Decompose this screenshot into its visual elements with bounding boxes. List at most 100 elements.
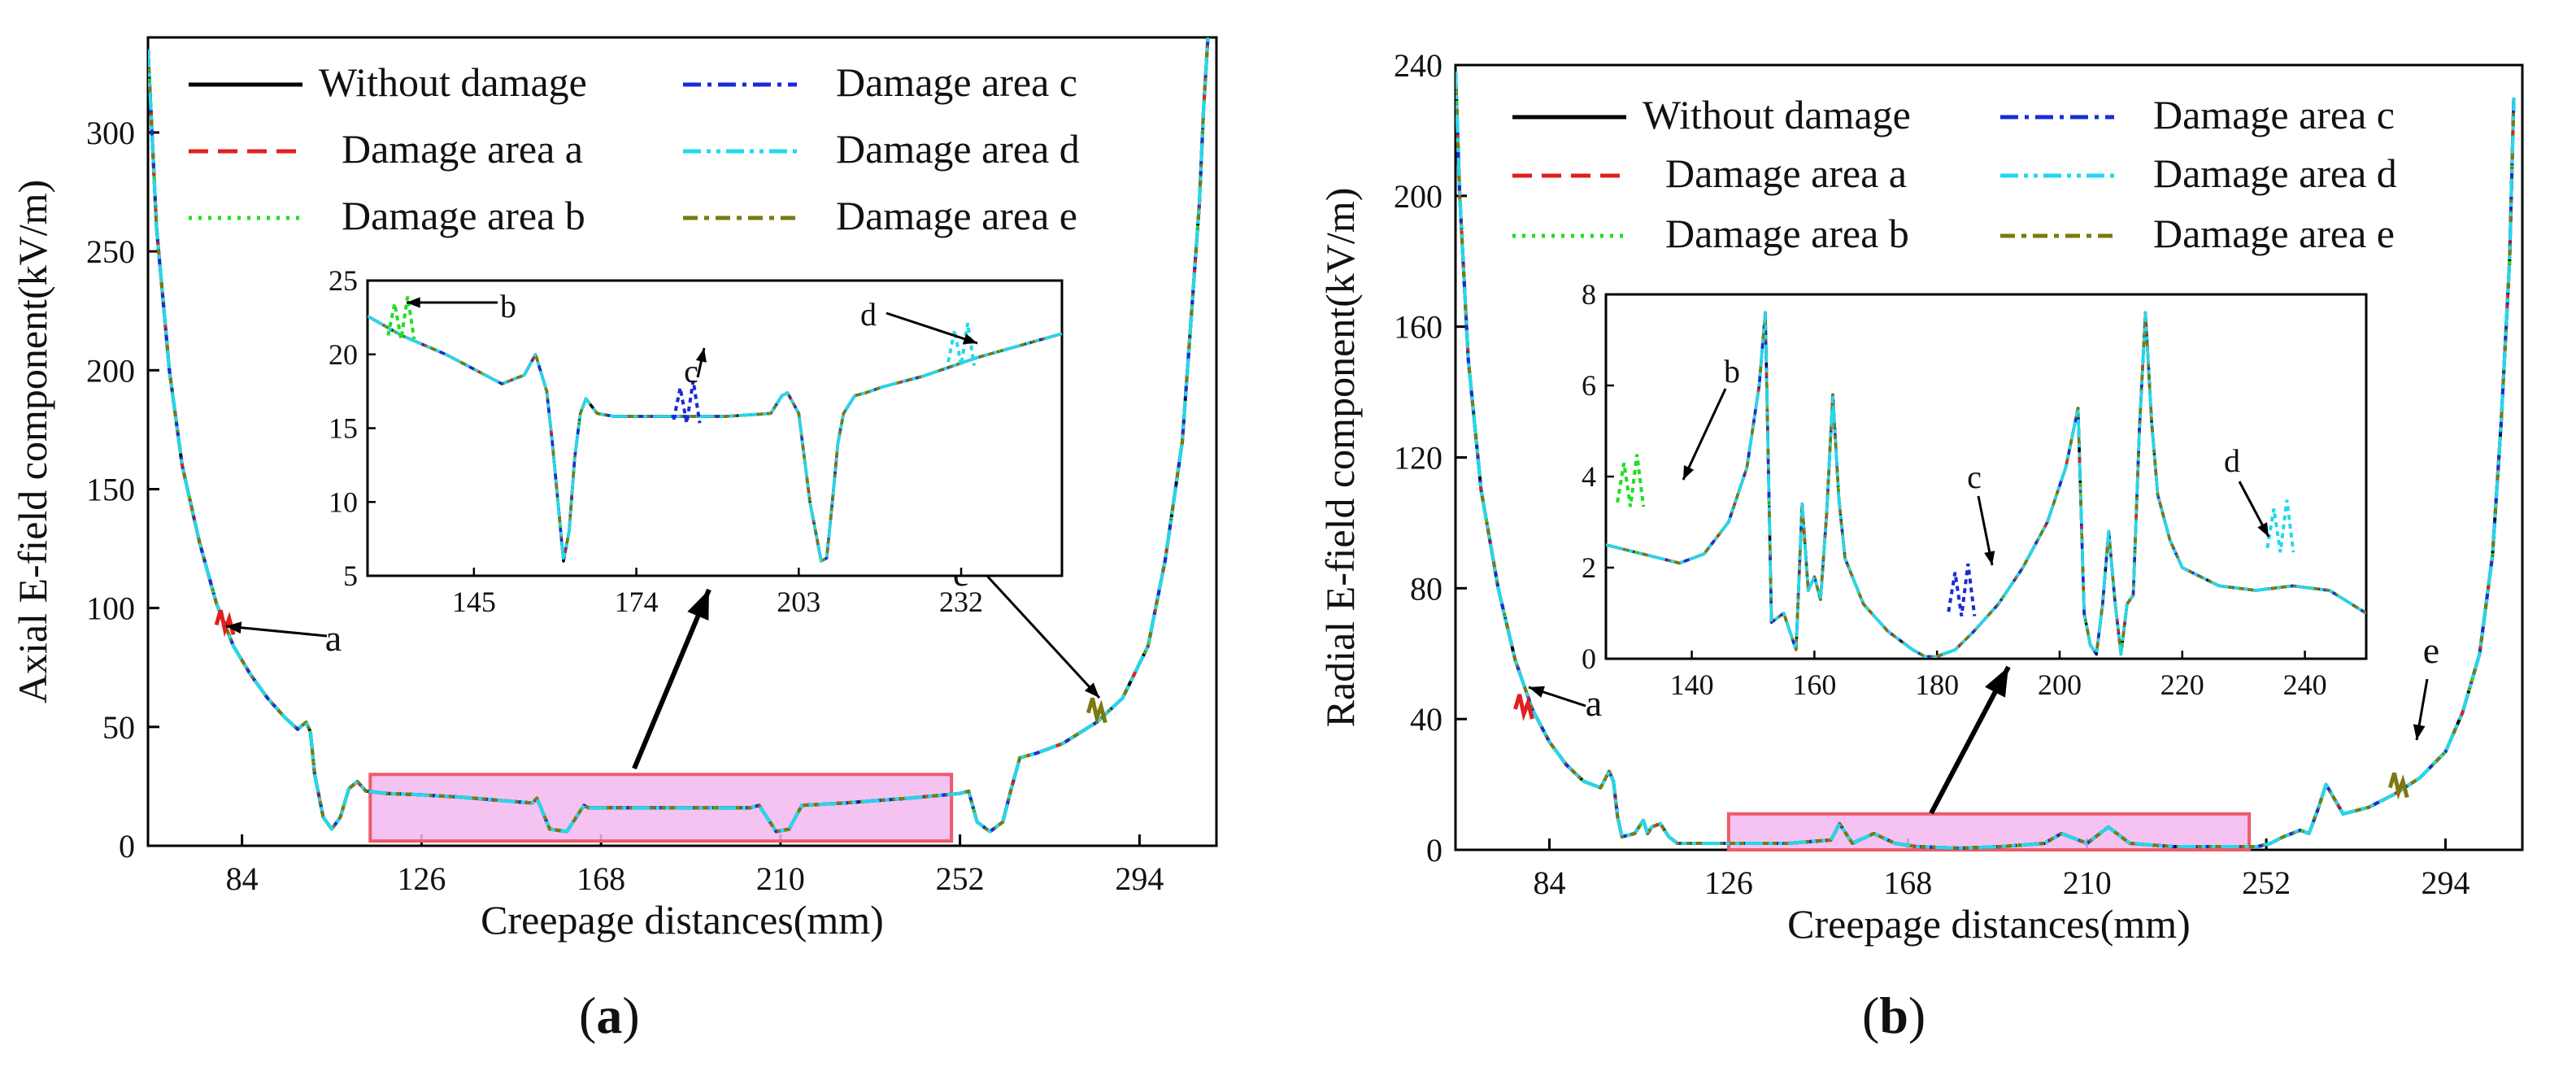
y-tick-label: 300 xyxy=(86,115,135,151)
caption-a-close: ) xyxy=(622,986,640,1044)
inset-x-tick-label: 145 xyxy=(452,586,496,618)
inset-damage-bump-d xyxy=(2265,499,2295,553)
y-tick-label: 100 xyxy=(86,590,135,627)
inset-annotation-arrow-b-head xyxy=(407,297,420,308)
inset-series-group xyxy=(368,296,1062,563)
inset-y-tick-label: 5 xyxy=(343,560,358,592)
inset-damage-bump-b xyxy=(386,296,416,340)
y-tick-label: 40 xyxy=(1410,701,1442,738)
series-line-damage-area-d xyxy=(148,37,1210,834)
inset-x-tick-label: 240 xyxy=(2283,668,2327,701)
legend-label: Without damage xyxy=(319,59,587,105)
caption-b-letter: b xyxy=(1879,986,1908,1044)
x-axis-label: Creepage distances(mm) xyxy=(1787,901,2191,947)
legend-label: Damage area e xyxy=(2153,211,2395,256)
legend-label: Damage area e xyxy=(836,193,1077,238)
inset-y-tick-label: 10 xyxy=(329,486,358,518)
inset-x-tick-label: 140 xyxy=(1670,668,1714,701)
plot-frame xyxy=(146,36,1218,847)
y-axis-label: Axial E-field component(kV/m) xyxy=(10,180,55,703)
damage-bump-e xyxy=(1086,697,1107,725)
y-tick-label: 240 xyxy=(1394,47,1442,84)
series-line-damage-area-e xyxy=(1456,71,2516,850)
highlight-region xyxy=(1726,812,2252,851)
y-tick-label: 50 xyxy=(102,709,135,746)
series-line-damage-area-d xyxy=(1456,71,2516,850)
y-tick-label: 80 xyxy=(1410,570,1442,607)
y-tick-label: 120 xyxy=(1394,440,1442,477)
panel-a: 84 126 168 210 252 294 0 50 100 150 200 250 300 Creep… xyxy=(10,36,1218,943)
inset-y-tick-label: 8 xyxy=(1582,278,1596,311)
inset-damage-bump-b xyxy=(1616,454,1646,507)
caption-a: (a) xyxy=(579,986,640,1046)
legend-label: Damage area b xyxy=(342,193,585,238)
damage-bump-a xyxy=(1513,694,1534,721)
legend-label: Damage area c xyxy=(836,59,1077,105)
inset-damage-bump-c xyxy=(672,380,702,424)
caption-b-open: ( xyxy=(1862,986,1880,1044)
x-axis-label: Creepage distances(mm) xyxy=(481,897,884,943)
caption-b: (b) xyxy=(1862,986,1925,1046)
annotation-arrow-e-head xyxy=(2413,724,2426,740)
damage-bump-a xyxy=(214,609,236,638)
x-tick-label: 168 xyxy=(1883,864,1932,901)
inset-annotation-d: d xyxy=(2224,442,2240,479)
inset-annotation-arrow-c-head xyxy=(1984,551,1995,565)
zoom-arrow-head xyxy=(1985,667,2008,698)
y-tick-label: 200 xyxy=(86,352,135,389)
y-tick-label: 160 xyxy=(1394,309,1442,346)
caption-b-close: ) xyxy=(1908,986,1926,1044)
inset-annotation-arrow-d-head xyxy=(2257,522,2269,537)
inset-annotation-d: d xyxy=(860,296,877,333)
x-tick-label: 210 xyxy=(756,860,805,897)
inset-x-tick-label: 160 xyxy=(1792,668,1836,701)
legend-label: Damage area a xyxy=(1665,150,1907,196)
annotation-arrow-a-head xyxy=(1529,686,1545,698)
inset-annotation-arrow-b-head xyxy=(1683,465,1695,480)
legend-label: Damage area d xyxy=(836,126,1080,172)
annotation-a: a xyxy=(325,617,342,659)
inset-annotation-arrow-d-shaft xyxy=(886,311,978,345)
inset-annotation-arrow-c-head xyxy=(695,348,707,363)
y-tick-label: 250 xyxy=(86,233,135,270)
inset-x-tick-label: 200 xyxy=(2038,668,2082,701)
legend-label: Damage area b xyxy=(1665,211,1909,256)
annotation-e: e xyxy=(2423,629,2439,671)
x-tick-label: 126 xyxy=(1704,864,1753,901)
inset-series-line-damage-area-d xyxy=(1606,311,2366,658)
panel-b: 84 126 168 210 252 29404080120160200240Creepa… xyxy=(1317,47,2524,947)
inset-annotation-b: b xyxy=(1724,353,1740,390)
inset-y-tick-label: 4 xyxy=(1582,460,1596,493)
y-tick-label: 150 xyxy=(86,471,135,507)
zoom-arrow-head xyxy=(687,590,709,621)
inset-y-tick-label: 20 xyxy=(329,338,358,371)
inset-y-tick-label: 0 xyxy=(1582,642,1596,675)
damage-bump-e xyxy=(2387,772,2409,800)
x-tick-label: 126 xyxy=(397,860,446,897)
caption-a-letter: a xyxy=(596,986,623,1044)
zoom-arrow-shaft xyxy=(632,588,711,770)
y-tick-label: 0 xyxy=(1426,832,1442,869)
inset-x-tick-label: 232 xyxy=(939,586,983,618)
series-group xyxy=(148,37,1210,834)
y-tick-label: 200 xyxy=(1394,178,1442,215)
x-tick-label: 84 xyxy=(1533,864,1565,901)
inset-x-tick-label: 220 xyxy=(2160,668,2204,701)
legend-label: Damage area d xyxy=(2153,150,2397,196)
caption-a-open: ( xyxy=(579,986,597,1044)
inset-annotation-b: b xyxy=(500,288,516,324)
x-tick-label: 294 xyxy=(2422,864,2470,901)
inset-annotation-c: c xyxy=(1967,459,1982,495)
x-tick-label: 252 xyxy=(2242,864,2291,901)
inset-y-tick-label: 25 xyxy=(329,264,358,297)
annotation-arrow-e-head xyxy=(1084,682,1099,698)
x-tick-label: 168 xyxy=(577,860,625,897)
x-tick-label: 84 xyxy=(226,860,259,897)
inset-y-tick-label: 6 xyxy=(1582,369,1596,402)
y-tick-label: 0 xyxy=(119,828,135,864)
inset-y-tick-label: 2 xyxy=(1582,551,1596,584)
inset-annotation-arrow-d-head xyxy=(963,333,977,345)
x-tick-label: 252 xyxy=(936,860,985,897)
annotation-arrow-a-head xyxy=(226,621,242,634)
annotation-arrow-a-shaft xyxy=(225,625,328,638)
